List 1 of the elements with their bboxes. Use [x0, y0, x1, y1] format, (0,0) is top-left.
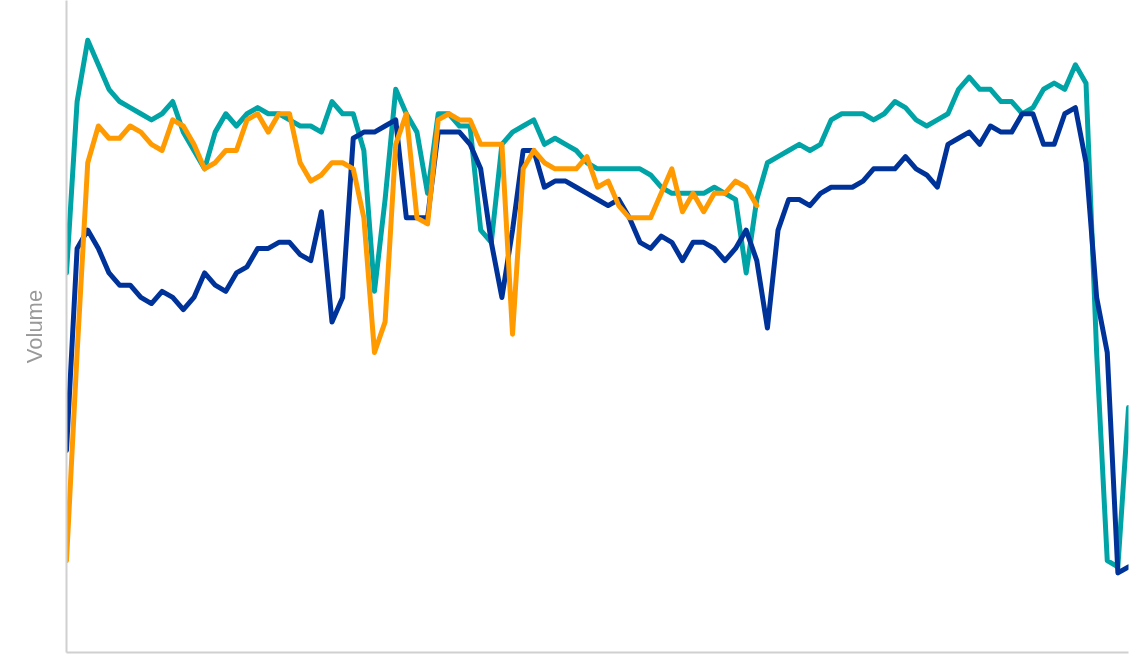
y-axis-title: Volume [21, 289, 47, 364]
